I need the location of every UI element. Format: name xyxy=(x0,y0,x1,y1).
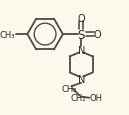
Text: N: N xyxy=(78,45,85,55)
Text: N: N xyxy=(78,75,85,85)
Text: CH₂: CH₂ xyxy=(62,84,78,93)
Text: O: O xyxy=(93,30,101,40)
Text: CH₂: CH₂ xyxy=(71,93,86,102)
Text: CH₃: CH₃ xyxy=(0,30,15,39)
Text: S: S xyxy=(78,28,85,41)
Text: OH: OH xyxy=(89,93,102,102)
Text: O: O xyxy=(77,14,85,24)
